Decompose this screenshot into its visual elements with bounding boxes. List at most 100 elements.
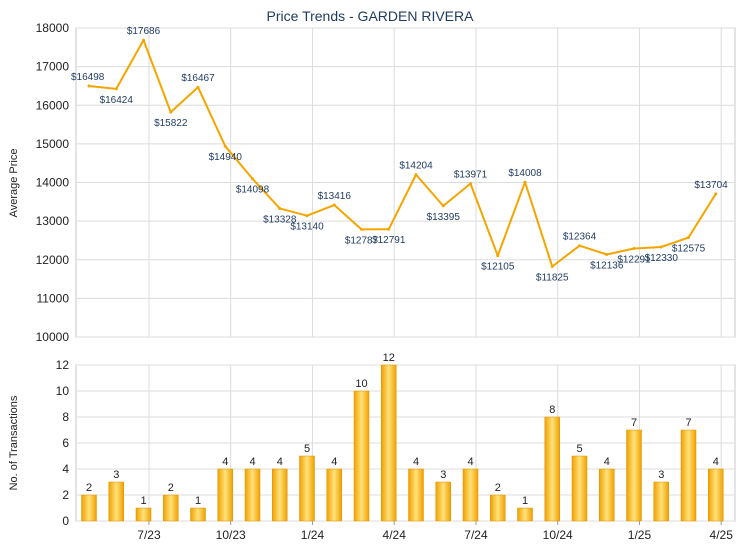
- price-point: [87, 84, 91, 88]
- bar-value-label: 4: [222, 456, 228, 468]
- transaction-bar: [490, 494, 506, 522]
- transaction-bar: [108, 481, 124, 522]
- top-y-tick-label: 15000: [36, 137, 70, 151]
- bottom-y-tick-label: 0: [62, 514, 69, 528]
- price-point: [278, 206, 282, 210]
- bar-value-label: 1: [195, 495, 201, 507]
- bottom-y-tick-label: 10: [56, 384, 70, 398]
- price-value-label: $12136: [590, 260, 624, 271]
- price-series-line: [88, 39, 717, 268]
- bar-value-label: 8: [549, 404, 555, 416]
- price-value-label: $11825: [536, 273, 569, 284]
- bar-value-label: 4: [277, 456, 283, 468]
- x-tick-label: 1/25: [628, 528, 652, 542]
- top-y-tick-label: 11000: [37, 291, 70, 305]
- price-value-label: $13328: [263, 214, 297, 225]
- price-point: [578, 244, 581, 248]
- transaction-bar: [680, 429, 697, 522]
- price-value-label: $16424: [100, 95, 134, 106]
- price-point: [714, 192, 718, 196]
- transaction-bar: [326, 468, 342, 522]
- price-value-label: $13704: [694, 180, 728, 191]
- bottom-y-tick-label: 4: [62, 462, 69, 476]
- bottom-y-tick-label: 6: [62, 436, 69, 450]
- price-value-label: $16498: [71, 72, 105, 83]
- price-value-label: $13395: [427, 212, 461, 223]
- price-value-label: $14204: [399, 161, 433, 172]
- transaction-bar: [190, 507, 206, 522]
- price-point: [659, 245, 663, 249]
- transaction-bar: [272, 468, 288, 522]
- chart-title: Price Trends - GARDEN RIVERA: [267, 8, 475, 24]
- top-y-tick-label: 16000: [36, 98, 70, 112]
- bar-value-label: 5: [304, 443, 310, 455]
- price-value-label: $12791: [372, 235, 406, 246]
- top-y-axis-title: Average Price: [8, 149, 20, 218]
- bar-value-label: 3: [113, 469, 119, 481]
- price-point: [414, 173, 418, 177]
- top-y-tick-label: 17000: [36, 60, 70, 74]
- transaction-bar: [217, 468, 233, 522]
- price-line: $16498 $16424 $17686 $15822 $16467 $14940 $140…: [71, 26, 728, 283]
- price-point: [169, 110, 173, 114]
- price-value-label: $12575: [672, 244, 706, 255]
- price-point: [632, 247, 636, 251]
- price-point: [550, 265, 554, 269]
- bar-value-label: 7: [631, 417, 637, 429]
- price-value-label: $12787: [345, 235, 379, 246]
- transaction-bar: [408, 468, 424, 522]
- bar-value-label: 4: [467, 456, 473, 468]
- bottom-y-tick-label: 12: [56, 358, 70, 372]
- price-point: [605, 252, 609, 256]
- price-value-label: $12364: [563, 232, 597, 243]
- bar-value-label: 10: [355, 378, 367, 390]
- bottom-y-axis-title: No. of Transactions: [8, 395, 20, 490]
- transaction-bar: [381, 364, 397, 522]
- transaction-bar: [163, 494, 179, 522]
- x-tick-label: 1/24: [301, 528, 325, 542]
- transaction-bar: [544, 416, 560, 522]
- price-point: [196, 85, 200, 89]
- x-tick-label: 4/24: [383, 528, 407, 542]
- bottom-grid: [75, 364, 736, 522]
- price-value-label: $14940: [209, 152, 243, 163]
- price-value-label: $15822: [154, 118, 188, 129]
- bar-value-label: 4: [713, 456, 719, 468]
- transaction-bar: [81, 494, 97, 522]
- price-value-label: $12105: [481, 262, 515, 273]
- top-y-tick-label: 10000: [36, 330, 70, 344]
- transaction-bar: [626, 429, 642, 522]
- bar-value-label: 4: [413, 456, 419, 468]
- transaction-bar: [435, 481, 451, 522]
- transaction-bar: [299, 455, 315, 522]
- price-point: [523, 180, 527, 184]
- transaction-bar: [708, 468, 724, 522]
- price-value-label: $13971: [454, 170, 488, 181]
- price-point: [114, 87, 118, 91]
- price-value-label: $13416: [318, 191, 352, 202]
- price-point: [687, 236, 690, 240]
- price-point: [305, 214, 309, 218]
- price-point: [142, 38, 145, 42]
- bar-value-label: 12: [383, 352, 395, 364]
- bar-value-label: 1: [522, 495, 528, 507]
- top-y-tick-label: 18000: [36, 21, 70, 35]
- bar-value-label: 2: [86, 482, 92, 494]
- price-point: [332, 203, 336, 207]
- price-value-label: $14008: [508, 168, 542, 179]
- top-grid: [75, 27, 736, 338]
- price-point: [223, 144, 227, 148]
- transaction-bar: [571, 455, 588, 522]
- transaction-bar: [353, 390, 370, 522]
- price-value-label: $16467: [181, 73, 215, 84]
- transaction-bar: [462, 468, 479, 522]
- transaction-bar: [599, 468, 615, 522]
- price-value-label: $14098: [236, 185, 270, 196]
- x-tick-label: 4/25: [710, 528, 734, 542]
- bar-value-label: 5: [576, 443, 582, 455]
- x-tick-label: 7/24: [464, 528, 488, 542]
- bar-value-label: 3: [440, 469, 446, 481]
- bar-value-label: 2: [168, 482, 174, 494]
